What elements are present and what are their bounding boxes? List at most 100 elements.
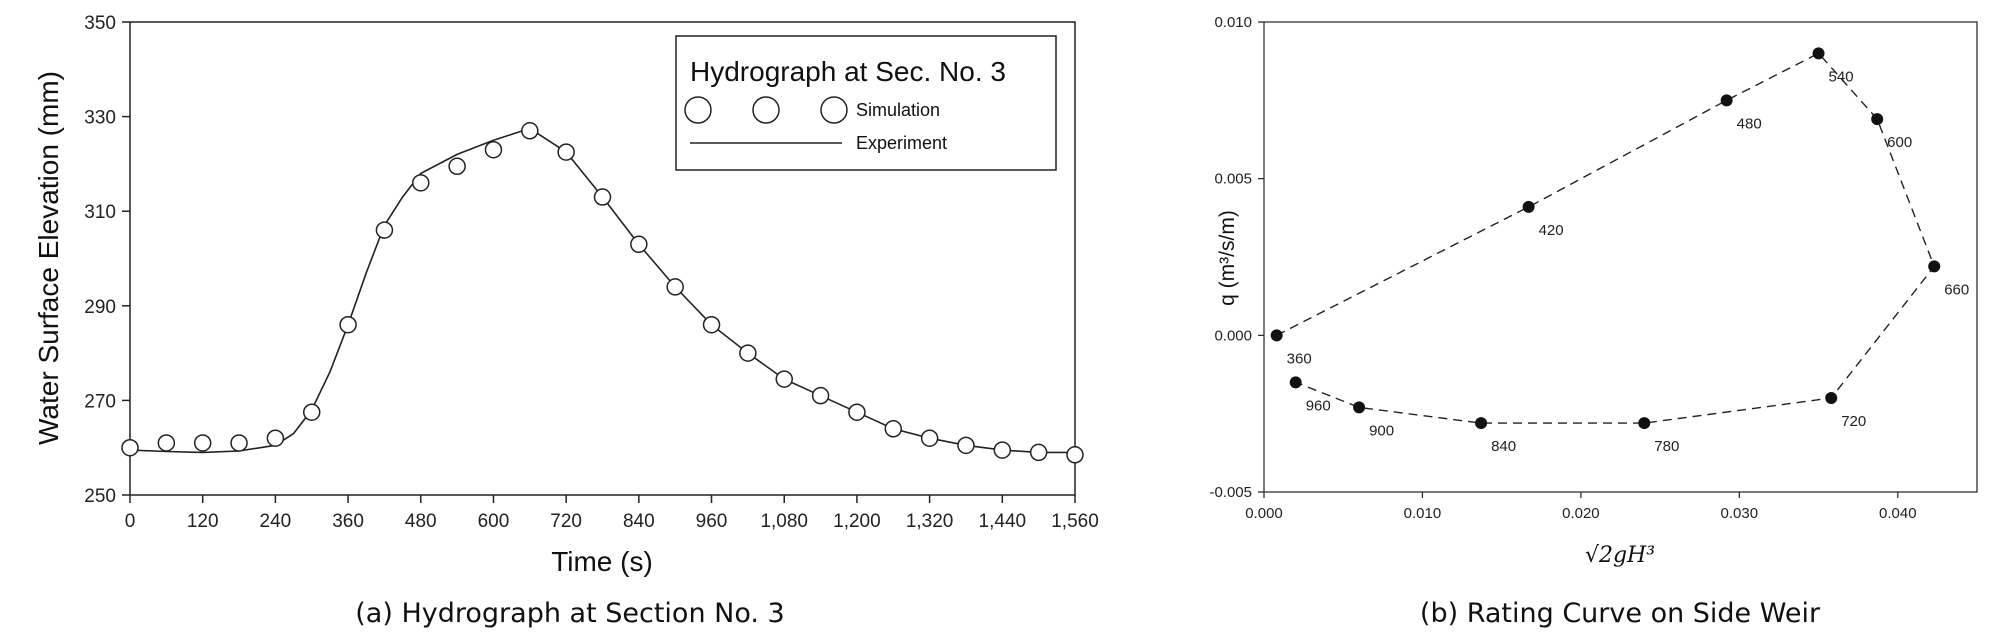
simulation-point: [630, 235, 648, 254]
time-annotation: 780: [1654, 438, 1679, 455]
time-annotation: 900: [1369, 422, 1394, 439]
legend-simulation-label: Simulation: [856, 100, 940, 120]
x-tick-label: 0.010: [1404, 505, 1442, 522]
simulation-point: [884, 420, 903, 438]
x-tick-label: 0.040: [1879, 505, 1917, 522]
hydrograph-legend: Hydrograph at Sec. No. 3 Simulation Expe…: [675, 35, 1057, 171]
simulation-point: [848, 403, 866, 421]
y-tick-label: 250: [84, 486, 116, 507]
x-tick-label: 960: [696, 511, 728, 532]
time-annotation: 720: [1841, 413, 1866, 430]
simulation-point: [739, 344, 757, 362]
time-annotation: 600: [1887, 134, 1912, 151]
rating-curve-point: [1928, 260, 1941, 273]
simulation-point: [448, 157, 466, 176]
hydrograph-chart: 0 120 240 360 480 600 720 840 960 1,080 1,200 1,320…: [33, 13, 1099, 629]
legend-simulation-marker: [684, 96, 712, 124]
x-tick-label: 1,320: [906, 511, 954, 532]
time-annotation: 420: [1539, 222, 1564, 239]
hydrograph-y-ticks: 250 270 290 310 330 350: [84, 13, 130, 507]
simulation-point: [811, 386, 830, 405]
hydrograph-series: [121, 122, 1084, 464]
rating-curve-caption: (b) Rating Curve on Side Weir: [1420, 598, 1821, 629]
rating-curve-point: [1289, 376, 1302, 389]
rating-curve-point: [1522, 200, 1535, 213]
x-tick-label: 0.000: [1245, 505, 1283, 522]
simulation-point: [920, 429, 939, 447]
y-tick-label: 290: [84, 297, 116, 318]
simulation-point: [193, 434, 212, 452]
time-annotation: 540: [1829, 68, 1854, 85]
simulation-point: [1066, 446, 1084, 464]
x-tick-label: 720: [550, 511, 582, 532]
hydrograph-x-ticks: 0 120 240 360 480 600 720 840 960 1,080 1,200 1,320…: [125, 495, 1099, 532]
rating-curve-x-axis-label: √2gH³: [1585, 543, 1655, 568]
time-annotation: 960: [1306, 397, 1331, 414]
rating-curve-x-ticks: 0.000 0.010 0.020 0.030 0.040: [1245, 492, 1917, 522]
rating-curve-y-ticks: -0.005 0.000 0.005 0.010: [1209, 14, 1264, 501]
simulation-point: [593, 188, 612, 206]
x-tick-label: 1,560: [1051, 511, 1099, 532]
legend-simulation-marker: [820, 96, 848, 124]
simulation-point: [157, 434, 176, 452]
legend-box: [675, 35, 1057, 171]
rating-curve-point: [1720, 94, 1733, 107]
rating-curve-point: [1353, 401, 1366, 414]
simulation-point: [557, 143, 575, 161]
simulation-point: [1029, 443, 1048, 462]
experiment-series-line: [129, 127, 1075, 454]
hydrograph-y-axis-label: Water Surface Elevation (mm): [33, 71, 64, 445]
x-tick-label: 240: [260, 511, 292, 532]
hydrograph-plot-frame: [129, 21, 1076, 496]
legend-title: Hydrograph at Sec. No. 3: [690, 56, 1006, 87]
rating-curve-point: [1812, 47, 1825, 60]
y-tick-label: 310: [84, 202, 116, 223]
simulation-point: [230, 434, 248, 452]
simulation-point: [993, 441, 1012, 459]
hydrograph-x-axis-label: Time (s): [551, 546, 653, 577]
rating-curve-dashed-line: [1276, 52, 1935, 424]
hydrograph-caption: (a) Hydrograph at Section No. 3: [355, 598, 784, 629]
x-tick-label: 1,200: [833, 511, 881, 532]
x-tick-label: 840: [623, 511, 655, 532]
y-tick-label: -0.005: [1209, 484, 1252, 501]
x-tick-label: 1,080: [760, 511, 808, 532]
x-tick-label: 1,440: [979, 511, 1027, 532]
simulation-point: [666, 278, 684, 296]
simulation-point: [702, 315, 721, 334]
legend-experiment-label: Experiment: [856, 133, 947, 153]
rating-curve-point: [1825, 392, 1838, 404]
rating-curve-plot-frame: [1263, 21, 1978, 493]
simulation-point: [484, 140, 503, 159]
rating-curve-point: [1871, 113, 1884, 126]
x-tick-label: 360: [332, 511, 364, 532]
y-tick-label: 0.005: [1214, 171, 1252, 188]
x-tick-label: 120: [187, 511, 219, 532]
simulation-point: [375, 221, 394, 239]
y-tick-label: 330: [84, 108, 116, 129]
y-tick-label: 0.010: [1214, 14, 1252, 31]
x-tick-label: 600: [478, 511, 510, 532]
simulation-point: [302, 403, 321, 421]
rating-curve-chart: 0.000 0.010 0.020 0.030 0.040 -0.0050.0000.0…: [1209, 14, 1978, 629]
rating-curve-y-axis-label: q (m³/s/m): [1216, 210, 1239, 306]
x-tick-label: 0.030: [1721, 505, 1759, 522]
simulation-point: [412, 174, 430, 192]
rating-curve-point: [1270, 329, 1283, 342]
simulation-point: [339, 315, 357, 334]
x-tick-label: 0.020: [1562, 505, 1600, 522]
time-annotation: 840: [1491, 438, 1516, 455]
y-tick-label: 0.000: [1214, 327, 1252, 344]
rating-curve-point: [1475, 417, 1488, 430]
time-annotation: 480: [1737, 115, 1762, 132]
simulation-point: [121, 438, 139, 457]
simulation-point: [775, 370, 793, 388]
y-tick-label: 350: [84, 13, 116, 34]
rating-curve-series: 360 420 480 540 600 660 720 780 840 900 960: [1270, 47, 1969, 455]
simulation-point: [266, 429, 285, 447]
rating-curve-point: [1638, 417, 1651, 430]
time-annotation: 660: [1944, 281, 1969, 298]
x-tick-label: 0: [125, 511, 136, 532]
simulation-point: [957, 436, 975, 455]
